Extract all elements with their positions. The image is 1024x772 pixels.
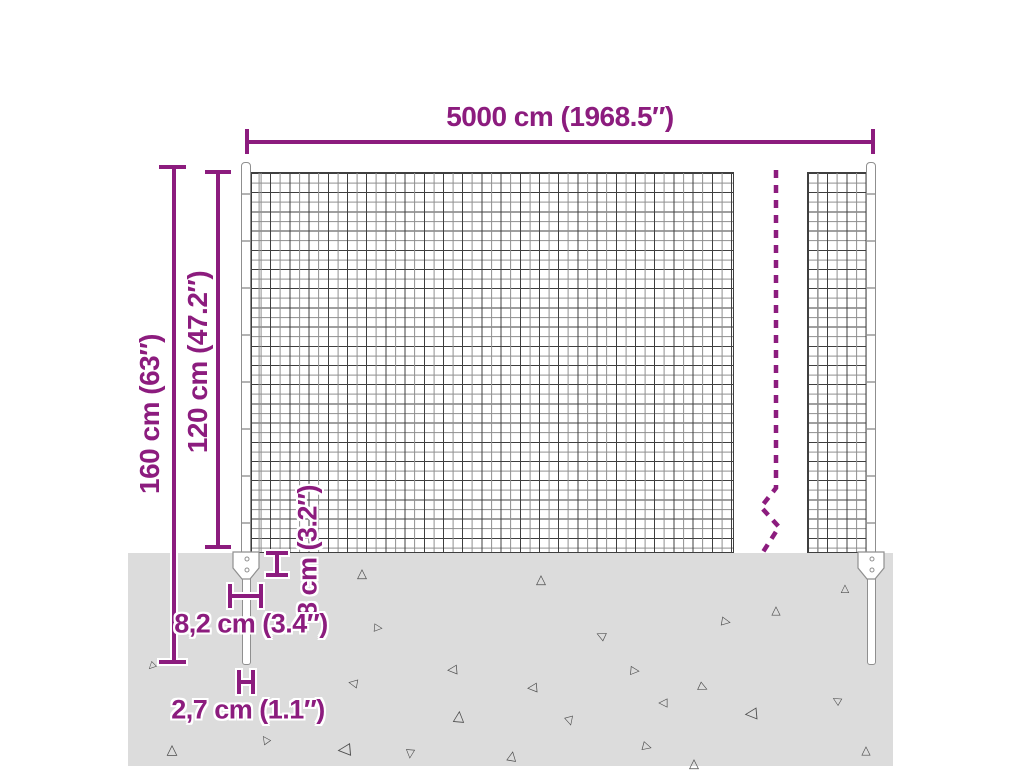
soil-mark-triangle-icon: △ [357,566,367,582]
soil-mark-triangle-icon: △ [689,756,699,772]
left-spike-plate [232,551,260,580]
soil-mark-triangle-icon: △ [452,706,466,725]
soil-mark-triangle-icon: △ [655,698,669,708]
soil-mark-triangle-icon: △ [344,677,360,689]
soil-mark-triangle-icon: △ [536,572,546,588]
ground-soil-band [128,553,893,766]
soil-mark-triangle-icon: △ [166,742,178,758]
right-ground-spike [867,578,876,665]
left-fence-post [241,162,251,553]
soil-mark-triangle-icon: △ [332,742,355,758]
soil-mark-triangle-icon: △ [640,740,656,754]
soil-mark-triangle-icon: △ [563,714,577,730]
soil-mark-triangle-icon: △ [444,664,460,676]
wire-mesh-panel-main [250,172,734,553]
soil-mark-triangle-icon: △ [840,581,850,595]
left-ground-spike [242,578,251,665]
soil-mark-triangle-icon: △ [404,747,416,763]
soil-mark-triangle-icon: △ [145,659,159,673]
soil-mark-triangle-icon: △ [771,603,781,617]
spike-plate-icon [232,551,260,580]
right-spike-plate [857,551,885,580]
soil-mark-triangle-icon: △ [739,707,760,722]
soil-mark-triangle-icon: △ [861,743,871,757]
soil-mark-triangle-icon: △ [695,680,713,696]
spike-plate-icon [857,551,885,580]
wire-mesh-panel-right [807,172,867,553]
soil-mark-triangle-icon: △ [372,623,386,633]
right-fence-post [866,162,876,553]
soil-mark-triangle-icon: △ [719,616,735,628]
soil-mark-triangle-icon: △ [628,665,644,677]
soil-mark-triangle-icon: △ [505,747,519,765]
soil-mark-triangle-icon: △ [257,731,273,747]
soil-mark-triangle-icon: △ [828,693,844,707]
soil-mark-triangle-icon: △ [524,682,540,694]
soil-mark-triangle-icon: △ [591,627,609,643]
